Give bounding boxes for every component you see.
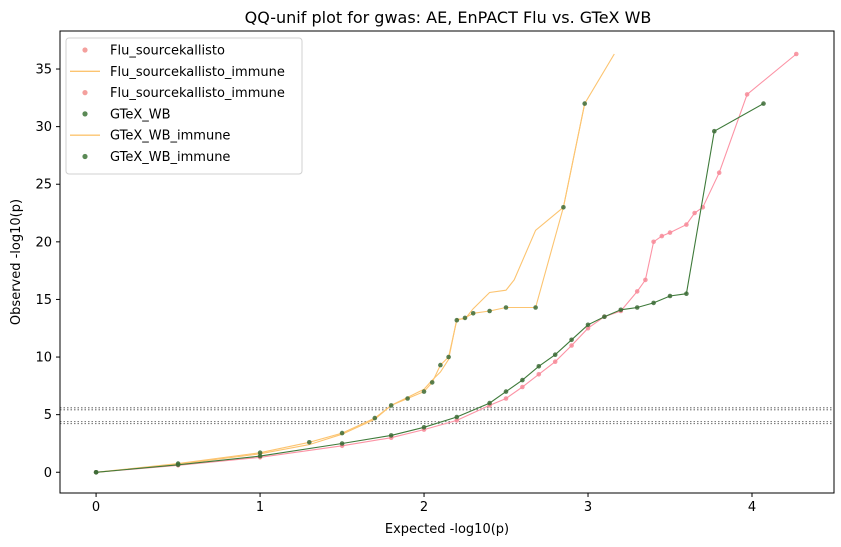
data-point: [659, 233, 665, 239]
y-tick-label: 15: [35, 293, 52, 308]
data-point: [487, 308, 492, 314]
data-point: [429, 380, 435, 385]
legend-label: GTeX_WB_immune: [110, 150, 230, 165]
data-point: [520, 384, 525, 390]
data-point: [552, 359, 558, 365]
data-point: [388, 433, 394, 438]
data-point: [93, 470, 99, 475]
data-point: [257, 450, 263, 456]
data-point: [503, 305, 509, 310]
legend-label: GTeX_WB: [110, 107, 171, 122]
data-point: [175, 462, 181, 468]
y-tick-label: 35: [35, 63, 52, 78]
data-point: [536, 364, 542, 369]
data-point: [692, 210, 697, 216]
data-point: [667, 293, 673, 299]
data-point: [794, 51, 799, 57]
legend-label: Flu_sourcekallisto: [110, 44, 225, 59]
data-point: [533, 305, 538, 310]
data-point: [712, 128, 717, 134]
data-point: [761, 101, 766, 106]
data-point: [372, 415, 378, 421]
data-point: [421, 389, 427, 394]
data-point: [651, 239, 656, 245]
series-line-1: [96, 53, 615, 473]
data-point: [585, 322, 591, 328]
y-tick-label: 20: [35, 235, 52, 250]
series-line-3: [96, 103, 764, 473]
data-point: [684, 291, 689, 297]
data-point: [454, 414, 460, 420]
threshold-lines: [60, 407, 834, 425]
plot-frame: [59, 30, 835, 494]
y-tick-label: 25: [35, 178, 52, 193]
x-axis-label: Expected -log10(p): [385, 522, 509, 537]
data-point: [667, 230, 673, 235]
data-point: [684, 222, 689, 227]
data-point: [421, 425, 427, 430]
data-point: [744, 92, 750, 97]
data-point: [503, 389, 509, 394]
legend-marker-swatch: [82, 153, 88, 160]
data-point: [651, 300, 656, 306]
data-point: [569, 337, 574, 343]
data-point: [462, 315, 468, 321]
legend: Flu_sourcekallisto Flu_sourcekallisto_imm…: [65, 37, 303, 175]
y-tick-label: 0: [44, 466, 52, 481]
data-point: [536, 372, 542, 377]
y-axis: 0 5 10 15 20 25 30 35: [35, 63, 60, 481]
data-point: [634, 289, 640, 294]
x-tick-label: 0: [92, 500, 100, 515]
data-point: [569, 343, 574, 348]
x-tick-label: 4: [748, 500, 756, 515]
data-point: [520, 377, 525, 383]
legend-marker-swatch: [82, 90, 88, 96]
data-point: [503, 396, 509, 401]
data-point: [257, 453, 263, 459]
data-point: [585, 325, 591, 331]
legend-label: Flu_sourcekallisto_immune: [110, 86, 285, 101]
legend-box: [65, 37, 303, 175]
series-line-2: [96, 103, 586, 473]
data-point: [643, 277, 648, 283]
x-axis: 0 1 2 3 4: [92, 493, 756, 515]
data-point: [470, 311, 476, 316]
data-point: [552, 352, 558, 358]
data-point: [487, 400, 492, 406]
series-layer: [93, 51, 799, 475]
y-axis-label: Observed -log10(p): [9, 199, 24, 325]
data-point: [582, 101, 587, 106]
data-point: [339, 441, 345, 446]
data-point: [405, 396, 410, 401]
x-tick-label: 3: [584, 500, 592, 515]
y-tick-label: 5: [44, 408, 52, 423]
y-tick-label: 10: [35, 351, 52, 366]
data-point: [602, 314, 607, 320]
data-point: [388, 403, 394, 408]
x-tick-label: 1: [256, 500, 264, 515]
data-point: [438, 362, 443, 368]
legend-label: GTeX_WB_immune: [110, 129, 230, 144]
data-point: [618, 307, 624, 313]
data-point: [634, 305, 640, 310]
data-point: [716, 170, 722, 175]
y-tick-label: 30: [35, 120, 52, 135]
data-point: [454, 418, 460, 423]
x-tick-label: 2: [420, 500, 428, 515]
data-point: [561, 205, 566, 210]
legend-marker-swatch: [82, 111, 88, 117]
data-point: [339, 430, 345, 436]
legend-marker-swatch: [82, 47, 88, 53]
data-point: [454, 317, 460, 323]
data-point: [307, 440, 312, 445]
data-point: [446, 354, 451, 360]
legend-label: Flu_sourcekallisto_immune: [110, 65, 285, 80]
chart-title: QQ-unif plot for gwas: AE, EnPACT Flu vs…: [245, 8, 652, 27]
